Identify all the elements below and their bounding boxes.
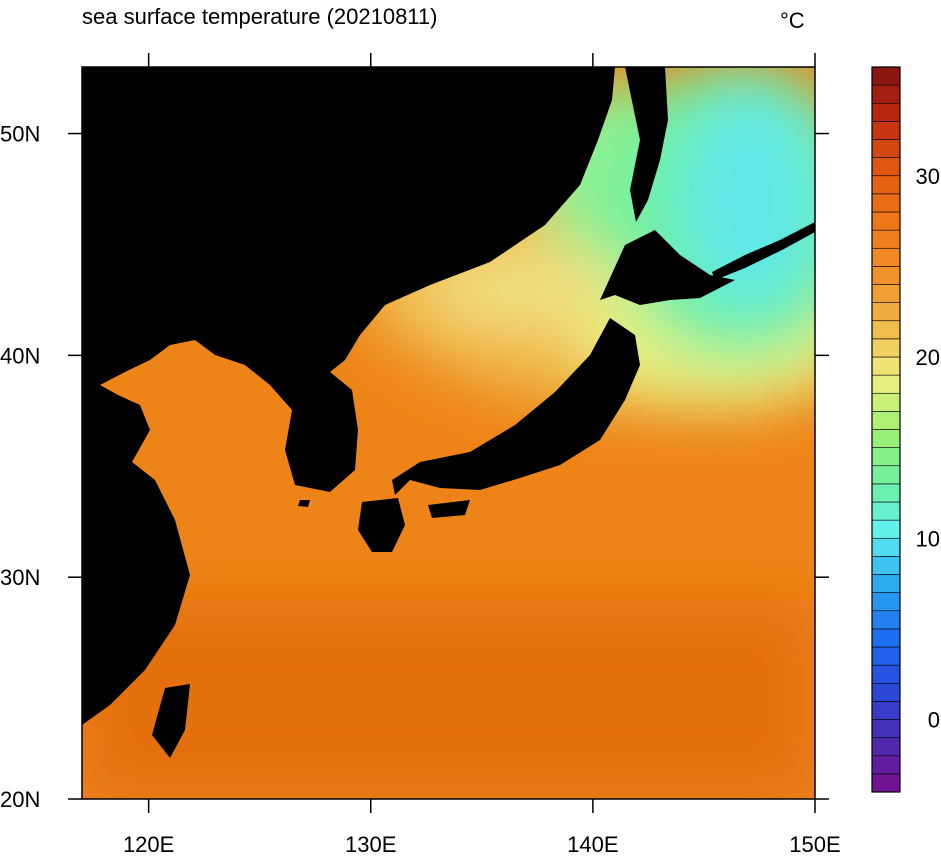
colorbar-swatch bbox=[871, 465, 901, 485]
colorbar-swatch bbox=[871, 139, 901, 158]
colorbar-swatch bbox=[871, 574, 901, 593]
y-tick-label: 20N bbox=[0, 787, 40, 812]
y-tick-label: 50N bbox=[0, 122, 40, 147]
chart-title: sea surface temperature (20210811) bbox=[82, 4, 437, 29]
colorbar-swatch bbox=[871, 682, 901, 702]
colorbar-tick-label: 10 bbox=[916, 526, 940, 551]
colorbar-swatch bbox=[871, 501, 901, 521]
map-frame bbox=[81, 66, 816, 800]
colorbar-swatch bbox=[871, 429, 901, 448]
colorbar-swatch bbox=[871, 121, 901, 140]
colorbar-swatch bbox=[871, 519, 901, 539]
colorbar-swatch bbox=[871, 374, 901, 394]
colorbar-swatch bbox=[871, 66, 901, 86]
colorbar-swatch bbox=[871, 266, 901, 285]
colorbar-swatch bbox=[871, 719, 901, 738]
colorbar-swatch bbox=[871, 411, 901, 430]
colorbar-swatch bbox=[871, 755, 901, 775]
colorbar-swatch bbox=[871, 284, 901, 303]
x-tick-label: 140E bbox=[567, 832, 618, 857]
x-tick-label: 120E bbox=[123, 832, 174, 857]
y-tick-label: 30N bbox=[0, 565, 40, 590]
colorbar-tick-label: 30 bbox=[916, 164, 940, 189]
colorbar-swatch bbox=[871, 320, 901, 340]
colorbar-swatch bbox=[871, 592, 901, 612]
colorbar-swatch bbox=[871, 247, 901, 267]
land bbox=[82, 67, 815, 758]
colorbar-frame bbox=[871, 66, 901, 793]
colorbar-tick-label: 0 bbox=[928, 708, 940, 733]
colorbar-swatch bbox=[871, 102, 901, 122]
colorbar-swatch bbox=[871, 664, 901, 684]
colorbar-swatch bbox=[871, 701, 901, 720]
colorbar-swatch bbox=[871, 537, 901, 557]
y-tick-label: 40N bbox=[0, 343, 40, 368]
colorbar-swatch bbox=[871, 84, 901, 104]
colorbar-swatch bbox=[871, 211, 901, 231]
colorbar: 0 10 20 30 bbox=[871, 66, 940, 793]
colorbar-swatch bbox=[871, 157, 901, 177]
colorbar-swatch bbox=[871, 447, 901, 467]
unit-label: °C bbox=[780, 8, 805, 33]
map-area bbox=[82, 67, 815, 799]
colorbar-swatch bbox=[871, 229, 901, 249]
sea-warm bbox=[82, 600, 815, 799]
colorbar-swatch bbox=[871, 338, 901, 358]
colorbar-swatch bbox=[871, 773, 901, 793]
colorbar-swatch bbox=[871, 737, 901, 757]
colorbar-swatch bbox=[871, 193, 901, 213]
colorbar-tick-label: 20 bbox=[916, 345, 940, 370]
colorbar-swatch bbox=[871, 646, 901, 666]
colorbar-swatch bbox=[871, 483, 901, 503]
colorbar-swatch bbox=[871, 628, 901, 648]
colorbar-swatch bbox=[871, 302, 901, 322]
colorbar-swatch bbox=[871, 556, 901, 575]
colorbar-swatch bbox=[871, 356, 901, 376]
colorbar-swatch bbox=[871, 392, 901, 412]
x-tick-label: 150E bbox=[789, 832, 840, 857]
colorbar-swatch bbox=[871, 175, 901, 195]
x-tick-label: 130E bbox=[345, 832, 396, 857]
colorbar-swatch bbox=[871, 610, 901, 630]
